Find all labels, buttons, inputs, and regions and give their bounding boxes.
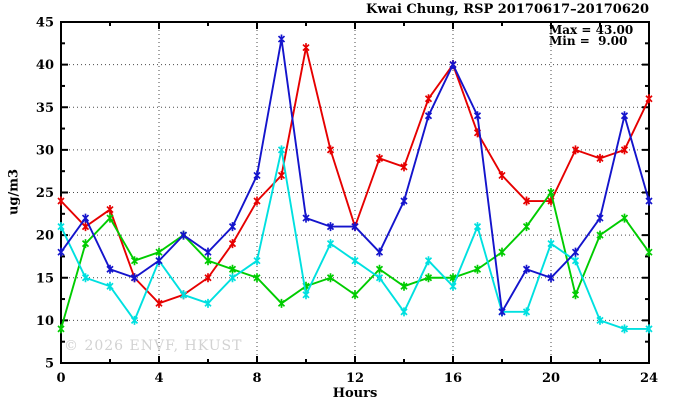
x-axis-label: Hours xyxy=(332,386,378,401)
max-value-label: Max = 43.00 xyxy=(549,23,634,37)
y-axis-label: ug/m3 xyxy=(6,168,22,216)
y-tick-label: 25 xyxy=(36,186,54,201)
x-tick-label: 4 xyxy=(154,371,163,386)
watermark: © 2026 ENVF, HKUST xyxy=(64,338,243,354)
series-markers-blue xyxy=(57,34,653,317)
y-tick-label: 30 xyxy=(36,143,54,158)
min-value-label: Min = 9.00 xyxy=(549,34,628,48)
x-tick-label: 16 xyxy=(444,371,462,386)
max-min-annotation: Max = 43.00 Min = 9.00 xyxy=(549,23,634,48)
x-tick-label: 20 xyxy=(542,371,560,386)
x-tick-label: 8 xyxy=(252,371,261,386)
y-tick-label: 40 xyxy=(36,58,54,73)
y-tick-label: 5 xyxy=(45,357,54,372)
series-markers-cyan xyxy=(57,145,653,334)
y-tick-label: 35 xyxy=(36,101,54,116)
x-tick-label: 24 xyxy=(640,371,658,386)
y-tick-label: 10 xyxy=(36,314,54,329)
y-tick-label: 20 xyxy=(36,229,54,244)
x-tick-label: 0 xyxy=(56,371,65,386)
y-tick-label: 45 xyxy=(36,16,54,31)
chart-title: Kwai Chung, RSP 20170617–20170620 xyxy=(366,2,649,17)
x-tick-label: 12 xyxy=(346,371,364,386)
y-tick-label: 15 xyxy=(36,271,54,286)
